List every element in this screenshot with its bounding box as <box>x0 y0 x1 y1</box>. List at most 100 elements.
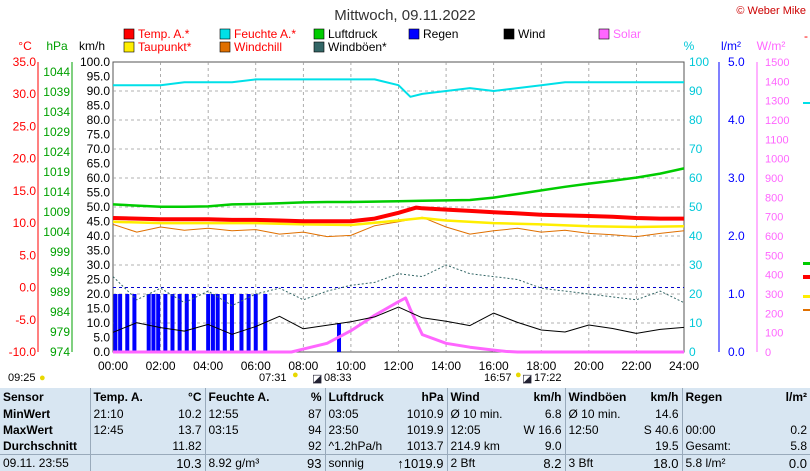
legend-label-gust: Windböen* <box>328 40 387 54</box>
legend-label-windchill: Windchill <box>234 40 282 54</box>
humidity-tick-label: 90 <box>689 84 703 98</box>
solar-tick-label: 700 <box>765 212 783 224</box>
table-header-row: Sensor Temp. A. °C Feuchte A. % Luftdruc… <box>0 388 810 406</box>
axis-units: °C hPa km/h% l/m² W/m² <box>18 39 785 53</box>
row-label: 09.11. 23:55 <box>0 454 90 471</box>
series-line-solar <box>113 296 684 354</box>
temp-tick-label: 10.0 <box>13 216 37 230</box>
series-line-temp-a <box>112 205 684 224</box>
wind-time: 2 Bft <box>446 454 505 471</box>
solar-tick-label: 600 <box>765 231 783 243</box>
rain-tick-label: 4.0 <box>728 113 745 127</box>
kmh-tick-label: 25.0 <box>87 273 111 287</box>
dawn-start-time: 07:31 <box>259 372 287 384</box>
press-value: 1013.7 <box>406 439 444 453</box>
header-sensor: Sensor <box>3 390 44 404</box>
rain-tick-label: 5.0 <box>728 55 745 69</box>
wind-time: Ø 10 min. <box>446 406 505 422</box>
solar-tick-label: 1200 <box>765 115 789 127</box>
sun-marker-icon: ● <box>39 372 46 384</box>
header-hum-unit: % <box>310 390 322 404</box>
wind-value: 8.2 <box>505 454 565 471</box>
solar-tick-label: 500 <box>765 250 783 262</box>
kmh-tick-label: 30.0 <box>87 258 111 272</box>
rain-bar <box>215 294 220 352</box>
axes: 35.030.025.020.015.010.05.00.0-5.0-10.01… <box>9 55 790 373</box>
legend-label-dewpoint: Taupunkt* <box>138 40 192 54</box>
hpa-tick-label: 1024 <box>43 145 70 159</box>
right-marker <box>803 275 810 279</box>
x-tick-label: 24:00 <box>669 359 699 373</box>
rain-time: Gesamt: <box>681 438 755 455</box>
wind-time: 12:05 <box>446 422 505 438</box>
temp-time <box>89 438 150 455</box>
series-line-windchill <box>112 216 685 238</box>
sun-bar: 09:25 ● 07:31 ● ◪ 08:33 16:57 ● ◪ 17:22 <box>0 369 810 385</box>
solar-tick-label: 1100 <box>765 134 789 146</box>
gust-time: 3 Bft <box>564 454 627 471</box>
temp-value: 13.7 <box>178 423 202 437</box>
rain-bar <box>125 294 130 352</box>
sunset-icon: ◪ <box>522 373 533 385</box>
right-marker <box>803 295 810 298</box>
hpa-tick-label: 1029 <box>43 125 70 139</box>
temp-time <box>89 454 150 471</box>
humidity-tick-label: 50 <box>689 200 703 214</box>
legend-swatch-solar <box>598 28 610 40</box>
axis-unit-kmh: km/h <box>79 39 105 53</box>
humidity-tick-label: 10 <box>689 316 703 330</box>
hpa-tick-label: 1014 <box>43 185 70 199</box>
kmh-tick-label: 100.0 <box>80 55 110 69</box>
hum-value: 92 <box>308 439 322 453</box>
rain-bar <box>151 294 156 352</box>
rain-value <box>755 406 810 422</box>
hum-time: 03:15 <box>204 422 275 438</box>
legend-swatch-wind <box>503 28 515 40</box>
header-press: Luftdruck <box>324 388 387 406</box>
legend-label-pressure: Luftdruck <box>328 27 378 41</box>
x-tick-label: 12:00 <box>383 359 413 373</box>
hpa-tick-label: 1019 <box>43 165 70 179</box>
hum-value: 87 <box>308 407 322 421</box>
right-edge-markers: - <box>803 29 810 311</box>
hum-value: 93 <box>275 454 325 471</box>
solar-tick-label: 1300 <box>765 96 789 108</box>
solar-tick-label: 400 <box>765 270 783 282</box>
rain-bar <box>210 294 215 352</box>
rain-bar <box>132 294 137 352</box>
humidity-tick-label: 100 <box>689 55 709 69</box>
rain-time <box>681 406 755 422</box>
row-label: MinWert <box>3 407 51 421</box>
sunrise-time: 08:33 <box>324 372 352 384</box>
header-press-unit: hPa <box>421 390 444 404</box>
press-value: 1019.9 <box>406 423 444 437</box>
legend-swatch-humidity <box>219 28 231 40</box>
sunset-time: 16:57 <box>484 372 512 384</box>
x-tick-label: 22:00 <box>621 359 651 373</box>
legend-label-solar: Solar <box>613 27 641 41</box>
humidity-tick-label: 40 <box>689 229 703 243</box>
x-tick-label: 14:00 <box>431 359 461 373</box>
solar-tick-label: 1500 <box>765 57 789 69</box>
rain-bar <box>163 294 168 352</box>
solar-tick-label: 800 <box>765 192 783 204</box>
row-label: Durchschnitt <box>3 439 78 453</box>
hpa-tick-label: 984 <box>50 305 70 319</box>
temp-value: 10.2 <box>178 407 202 421</box>
rain-value: 5.8 <box>790 439 807 453</box>
kmh-tick-label: 75.0 <box>87 128 111 142</box>
gust-time: 12:50 <box>564 422 627 438</box>
temp-tick-label: 35.0 <box>13 55 37 69</box>
gust-time: Ø 10 min. <box>564 406 627 422</box>
temp-tick-label: 15.0 <box>13 184 37 198</box>
kmh-tick-label: 70.0 <box>87 142 111 156</box>
sunrise-icon: ◪ <box>312 373 323 385</box>
credit-text: © Weber Mike <box>736 5 806 17</box>
rain-bar <box>156 294 161 352</box>
kmh-tick-label: 15.0 <box>87 302 111 316</box>
kmh-tick-label: 95.0 <box>87 70 111 84</box>
hpa-tick-label: 999 <box>50 245 70 259</box>
humidity-tick-label: 80 <box>689 113 703 127</box>
rain-bar <box>177 294 182 352</box>
temp-time: 12:45 <box>89 422 150 438</box>
